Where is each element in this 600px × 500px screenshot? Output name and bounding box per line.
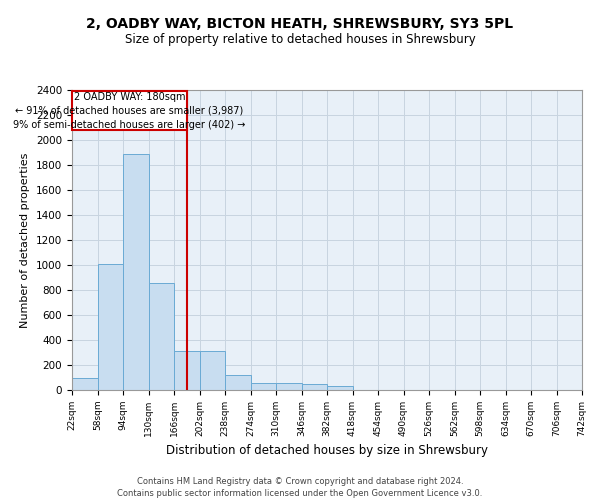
Text: 2, OADBY WAY, BICTON HEATH, SHREWSBURY, SY3 5PL: 2, OADBY WAY, BICTON HEATH, SHREWSBURY, … xyxy=(86,18,514,32)
Y-axis label: Number of detached properties: Number of detached properties xyxy=(20,152,31,328)
X-axis label: Distribution of detached houses by size in Shrewsbury: Distribution of detached houses by size … xyxy=(166,444,488,458)
Bar xyxy=(174,350,199,390)
Text: Size of property relative to detached houses in Shrewsbury: Size of property relative to detached ho… xyxy=(125,32,475,46)
Bar xyxy=(123,154,149,390)
Bar xyxy=(149,282,174,390)
Bar xyxy=(199,351,225,390)
Text: 2 OADBY WAY: 180sqm
← 91% of detached houses are smaller (3,987)
9% of semi-deta: 2 OADBY WAY: 180sqm ← 91% of detached ho… xyxy=(13,92,245,130)
Bar xyxy=(251,382,276,390)
Bar xyxy=(276,383,302,390)
Bar xyxy=(302,384,327,390)
Text: Contains public sector information licensed under the Open Government Licence v3: Contains public sector information licen… xyxy=(118,489,482,498)
Bar xyxy=(72,91,187,130)
Bar xyxy=(72,378,97,390)
Bar xyxy=(327,386,353,390)
Bar xyxy=(97,264,123,390)
Bar xyxy=(225,375,251,390)
Text: Contains HM Land Registry data © Crown copyright and database right 2024.: Contains HM Land Registry data © Crown c… xyxy=(137,478,463,486)
